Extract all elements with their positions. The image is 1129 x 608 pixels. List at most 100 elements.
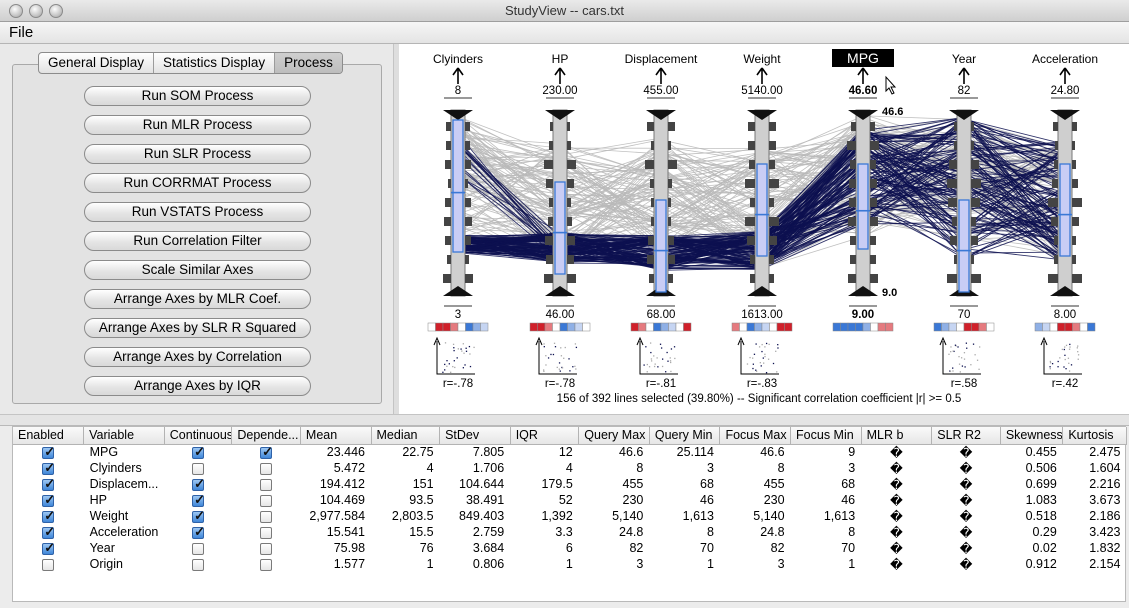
- table-row[interactable]: Year 75.98 76 3.684 6 82 70 82 70 � � 0.02 1.832: [13, 540, 1127, 556]
- enabled-checkbox[interactable]: [42, 460, 55, 476]
- axis-title[interactable]: MPG: [847, 50, 879, 66]
- column-header[interactable]: Focus Max: [719, 427, 792, 445]
- arrange-slr-button[interactable]: Arrange Axes by SLR R Squared: [84, 318, 311, 338]
- query-range-box[interactable]: [1059, 163, 1071, 257]
- axis-top-handle-icon[interactable]: [848, 110, 878, 120]
- horizontal-splitter[interactable]: [0, 414, 1129, 426]
- run-slr-button[interactable]: Run SLR Process: [84, 144, 311, 164]
- column-header[interactable]: IQR: [510, 427, 580, 445]
- tab-general-display[interactable]: General Display: [39, 53, 155, 73]
- vertical-splitter[interactable]: [393, 44, 399, 414]
- axis-bottom-handle-icon[interactable]: [545, 286, 575, 296]
- continuous-checkbox[interactable]: [192, 558, 205, 571]
- column-header[interactable]: Enabled: [13, 427, 85, 445]
- table-row[interactable]: Weight 2,977.584 2,803.5 849.403 1,392 5,140 1…: [13, 508, 1127, 524]
- enabled-checkbox[interactable]: [42, 476, 55, 492]
- query-range-box[interactable]: [857, 163, 869, 250]
- query-range-box[interactable]: [756, 163, 768, 257]
- run-vstats-button[interactable]: Run VSTATS Process: [84, 202, 311, 222]
- axis-title[interactable]: Year: [952, 52, 976, 66]
- arrange-correlation-button[interactable]: Arrange Axes by Correlation: [84, 347, 311, 367]
- table-row[interactable]: Displacem... 194.412 151 104.644 179.5 455 68 4…: [13, 476, 1127, 492]
- enabled-checkbox[interactable]: [42, 492, 55, 508]
- parallel-coordinates-plot[interactable]: Clyinders 8 3 r=-.78 HP 230.00 46.00 r=-.78 Disp…: [399, 44, 1129, 414]
- dependent-checkbox[interactable]: [260, 462, 273, 475]
- axis-top-handle-icon[interactable]: [747, 110, 777, 120]
- dependent-checkbox[interactable]: [260, 526, 273, 539]
- table-row[interactable]: Acceleration 15.541 15.5 2.759 3.3 24.8 8 24.8 8…: [13, 524, 1127, 540]
- dependent-checkbox[interactable]: [260, 558, 273, 571]
- arrange-iqr-button[interactable]: Arrange Axes by IQR: [84, 376, 311, 396]
- parallel-coordinates-svg[interactable]: Clyinders 8 3 r=-.78 HP 230.00 46.00 r=-.78 Disp…: [399, 44, 1129, 414]
- run-mlr-button[interactable]: Run MLR Process: [84, 115, 311, 135]
- column-header[interactable]: Query Max: [578, 427, 650, 445]
- axis-top-handle-icon[interactable]: [443, 110, 473, 120]
- axis-title[interactable]: Weight: [743, 52, 781, 66]
- axis-bottom-handle-icon[interactable]: [1050, 286, 1080, 296]
- axis-top-handle-icon[interactable]: [949, 110, 979, 120]
- column-header[interactable]: Skewness: [1000, 427, 1064, 445]
- dependent-checkbox[interactable]: [260, 510, 273, 523]
- column-header[interactable]: Focus Min: [790, 427, 862, 445]
- run-correlation-filter-button[interactable]: Run Correlation Filter: [84, 231, 311, 251]
- sort-arrow-icon[interactable]: [756, 67, 768, 84]
- column-header[interactable]: SLR R2: [931, 427, 1001, 445]
- continuous-checkbox[interactable]: [192, 476, 205, 492]
- continuous-checkbox[interactable]: [192, 524, 205, 540]
- dependent-checkbox[interactable]: [260, 542, 273, 555]
- sort-arrow-icon[interactable]: [655, 67, 667, 84]
- axis-title[interactable]: HP: [552, 52, 569, 66]
- enabled-checkbox[interactable]: [42, 540, 55, 556]
- table-row[interactable]: MPG 23.446 22.75 7.805 12 46.6 25.114 46.6 9 � � 0.…: [13, 444, 1127, 460]
- tab-process[interactable]: Process: [275, 53, 342, 73]
- menu-file[interactable]: File: [9, 24, 34, 41]
- axis-title[interactable]: Acceleration: [1032, 52, 1098, 66]
- dependent-checkbox[interactable]: [260, 444, 273, 460]
- axis-bottom-handle-icon[interactable]: [747, 286, 777, 296]
- column-header[interactable]: Continuous: [164, 427, 233, 445]
- query-range-box[interactable]: [452, 119, 464, 253]
- query-range-box[interactable]: [958, 199, 970, 293]
- continuous-checkbox[interactable]: [192, 444, 205, 460]
- arrange-mlr-button[interactable]: Arrange Axes by MLR Coef.: [84, 289, 311, 309]
- column-header[interactable]: Kurtosis: [1062, 427, 1127, 445]
- column-header[interactable]: MLR b: [861, 427, 933, 445]
- query-range-box[interactable]: [655, 199, 667, 293]
- dependent-checkbox[interactable]: [260, 494, 273, 507]
- enabled-checkbox[interactable]: [42, 558, 55, 571]
- run-corrmat-button[interactable]: Run CORRMAT Process: [84, 173, 311, 193]
- sort-arrow-icon[interactable]: [554, 67, 566, 84]
- column-header[interactable]: Depende...: [231, 427, 301, 445]
- column-header[interactable]: StDev: [439, 427, 511, 445]
- axis-title[interactable]: Displacement: [625, 52, 698, 66]
- axis-top-handle-icon[interactable]: [1050, 110, 1080, 120]
- enabled-checkbox[interactable]: [42, 524, 55, 540]
- continuous-checkbox[interactable]: [192, 492, 205, 508]
- scale-similar-axes-button[interactable]: Scale Similar Axes: [84, 260, 311, 280]
- column-header[interactable]: Variable: [83, 427, 165, 445]
- sort-arrow-icon[interactable]: [452, 67, 464, 84]
- zoom-window-button[interactable]: [49, 4, 63, 18]
- sort-arrow-icon[interactable]: [857, 67, 869, 84]
- axis-bottom-handle-icon[interactable]: [848, 286, 878, 296]
- continuous-checkbox[interactable]: [192, 462, 205, 475]
- sort-arrow-icon[interactable]: [1059, 67, 1071, 84]
- axis-top-handle-icon[interactable]: [545, 110, 575, 120]
- sort-arrow-icon[interactable]: [958, 67, 970, 84]
- run-som-button[interactable]: Run SOM Process: [84, 86, 311, 106]
- enabled-checkbox[interactable]: [42, 444, 55, 460]
- close-window-button[interactable]: [9, 4, 23, 18]
- enabled-checkbox[interactable]: [42, 508, 55, 524]
- column-header[interactable]: Query Min: [649, 427, 721, 445]
- axis-top-handle-icon[interactable]: [646, 110, 676, 120]
- continuous-checkbox[interactable]: [192, 508, 205, 524]
- table-row[interactable]: Clyinders 5.472 4 1.706 4 8 3 8 3 � � 0.506 1.604: [13, 460, 1127, 476]
- dependent-checkbox[interactable]: [260, 478, 273, 491]
- table-row[interactable]: HP 104.469 93.5 38.491 52 230 46 230 46 � � 1.083 3.…: [13, 492, 1127, 508]
- table-row[interactable]: Origin 1.577 1 0.806 1 3 1 3 1 � � 0.912 2.154: [13, 556, 1127, 572]
- axis-title[interactable]: Clyinders: [433, 52, 483, 66]
- query-range-box[interactable]: [554, 181, 566, 275]
- axis-bottom-handle-icon[interactable]: [443, 286, 473, 296]
- tab-statistics-display[interactable]: Statistics Display: [154, 53, 276, 73]
- column-header[interactable]: Median: [371, 427, 441, 445]
